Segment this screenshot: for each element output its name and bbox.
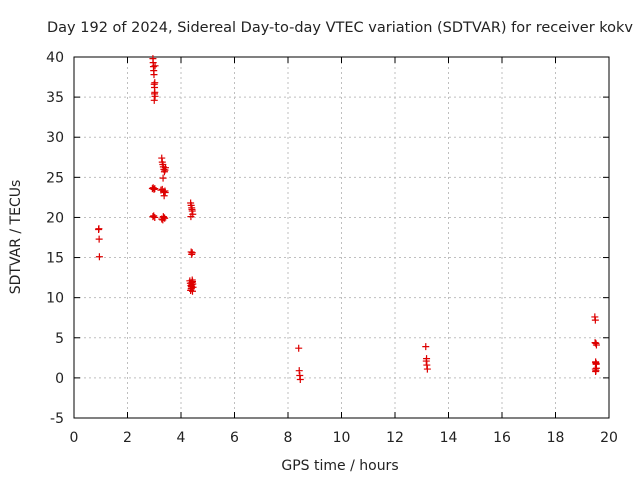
y-axis-label: SDTVAR / TECUs <box>8 180 24 295</box>
x-tick-label: 14 <box>440 430 458 446</box>
data-point <box>159 174 167 182</box>
data-point <box>189 287 197 295</box>
x-tick-label: 12 <box>386 430 404 446</box>
data-point <box>188 249 196 257</box>
data-point <box>95 225 103 233</box>
y-tick-label: 10 <box>46 291 64 307</box>
y-tick-label: 40 <box>46 50 64 66</box>
data-point <box>592 367 600 375</box>
data-point <box>151 90 159 98</box>
x-tick-label: 6 <box>230 430 239 446</box>
x-tick-label: 4 <box>177 430 186 446</box>
y-tick-label: 25 <box>46 170 64 186</box>
y-tick-label: -5 <box>50 411 64 427</box>
x-tick-labels: 0 2 4 6 8 10 12 14 16 18 20 <box>70 430 618 446</box>
data-point <box>161 164 169 172</box>
data-point <box>150 185 158 193</box>
data-point <box>95 235 103 243</box>
x-tick-label: 0 <box>70 430 79 446</box>
x-tick-label: 2 <box>123 430 132 446</box>
y-tick-label: 0 <box>55 371 64 387</box>
y-tick-labels: -5 0 5 10 15 20 25 30 35 40 <box>46 50 64 427</box>
y-tick-label: 5 <box>55 331 64 347</box>
x-tick-label: 16 <box>493 430 511 446</box>
y-tick-label: 15 <box>46 251 64 267</box>
data-point <box>188 205 196 213</box>
x-tick-label: 8 <box>284 430 293 446</box>
data-point <box>160 188 168 196</box>
data-point <box>423 355 431 363</box>
data-point <box>591 316 599 324</box>
data-point <box>295 344 303 352</box>
data-point <box>161 187 169 195</box>
data-point <box>423 365 431 373</box>
data-point <box>151 185 159 193</box>
y-tick-label: 35 <box>46 90 64 106</box>
x-tick-label: 10 <box>333 430 351 446</box>
chart-title: Day 192 of 2024, Sidereal Day-to-day VTE… <box>47 20 633 36</box>
data-point <box>296 375 304 383</box>
axis-ticks <box>73 56 610 419</box>
data-point <box>188 276 196 284</box>
data-point <box>150 212 158 220</box>
data-point <box>151 62 159 70</box>
data-point <box>95 253 103 261</box>
y-tick-label: 30 <box>46 130 64 146</box>
y-tick-label: 20 <box>46 210 64 226</box>
data-point <box>151 213 159 221</box>
data-point <box>160 213 168 221</box>
data-point <box>151 79 159 87</box>
data-point <box>150 71 158 79</box>
data-point <box>422 343 430 351</box>
data-point <box>187 282 195 290</box>
x-tick-label: 20 <box>600 430 618 446</box>
data-point <box>591 339 599 347</box>
data-point <box>187 213 195 221</box>
data-point <box>149 184 157 192</box>
grid <box>74 57 609 418</box>
data-points <box>95 55 600 383</box>
data-point <box>150 96 158 104</box>
x-tick-label: 18 <box>547 430 565 446</box>
data-point <box>592 364 600 372</box>
x-axis-label: GPS time / hours <box>281 458 398 474</box>
